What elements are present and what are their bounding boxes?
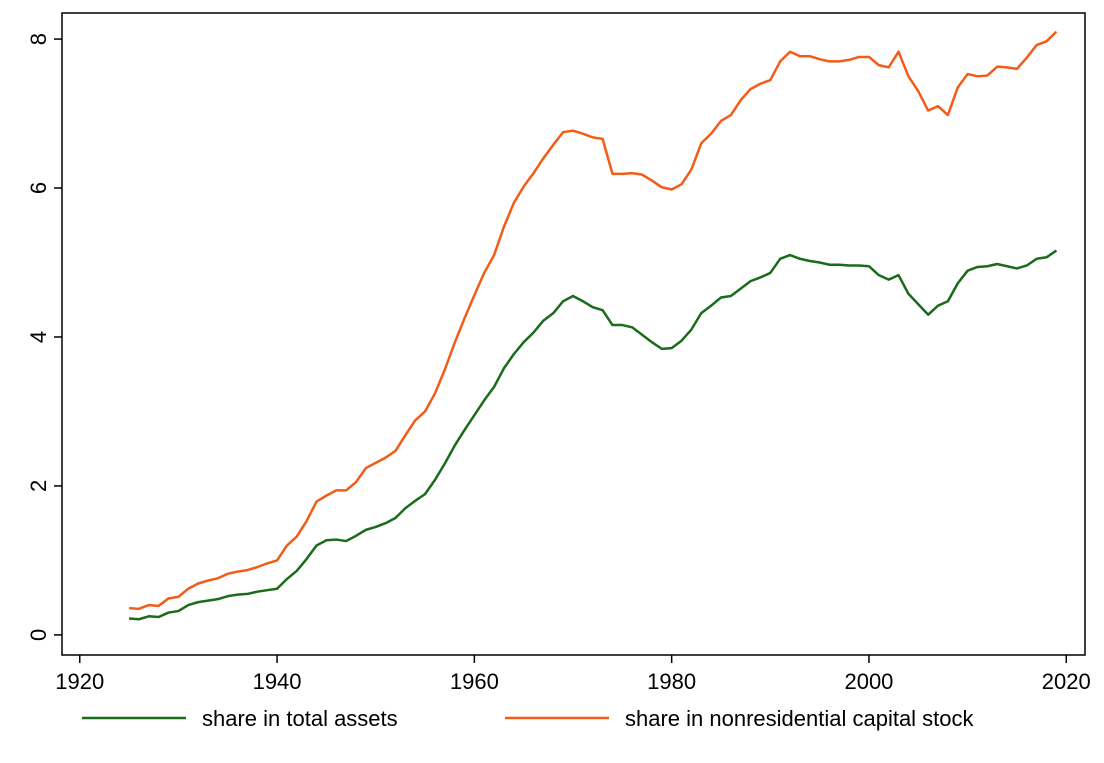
series-line — [128, 30, 1058, 611]
y-tick-label: 2 — [26, 480, 51, 492]
x-tick-label: 1940 — [253, 669, 302, 694]
y-tick-label: 6 — [26, 182, 51, 194]
x-tick-label: 2020 — [1042, 669, 1091, 694]
y-tick-label: 4 — [26, 331, 51, 343]
x-tick-label: 1960 — [450, 669, 499, 694]
x-tick-label: 1980 — [647, 669, 696, 694]
y-tick-label: 8 — [26, 33, 51, 45]
plot-frame — [61, 12, 1086, 656]
x-tick-label: 2000 — [844, 669, 893, 694]
x-tick-label: 1920 — [55, 669, 104, 694]
legend-label: share in nonresidential capital stock — [625, 706, 975, 731]
legend-label: share in total assets — [202, 706, 398, 731]
y-tick-label: 0 — [26, 629, 51, 641]
series-line — [128, 249, 1058, 621]
